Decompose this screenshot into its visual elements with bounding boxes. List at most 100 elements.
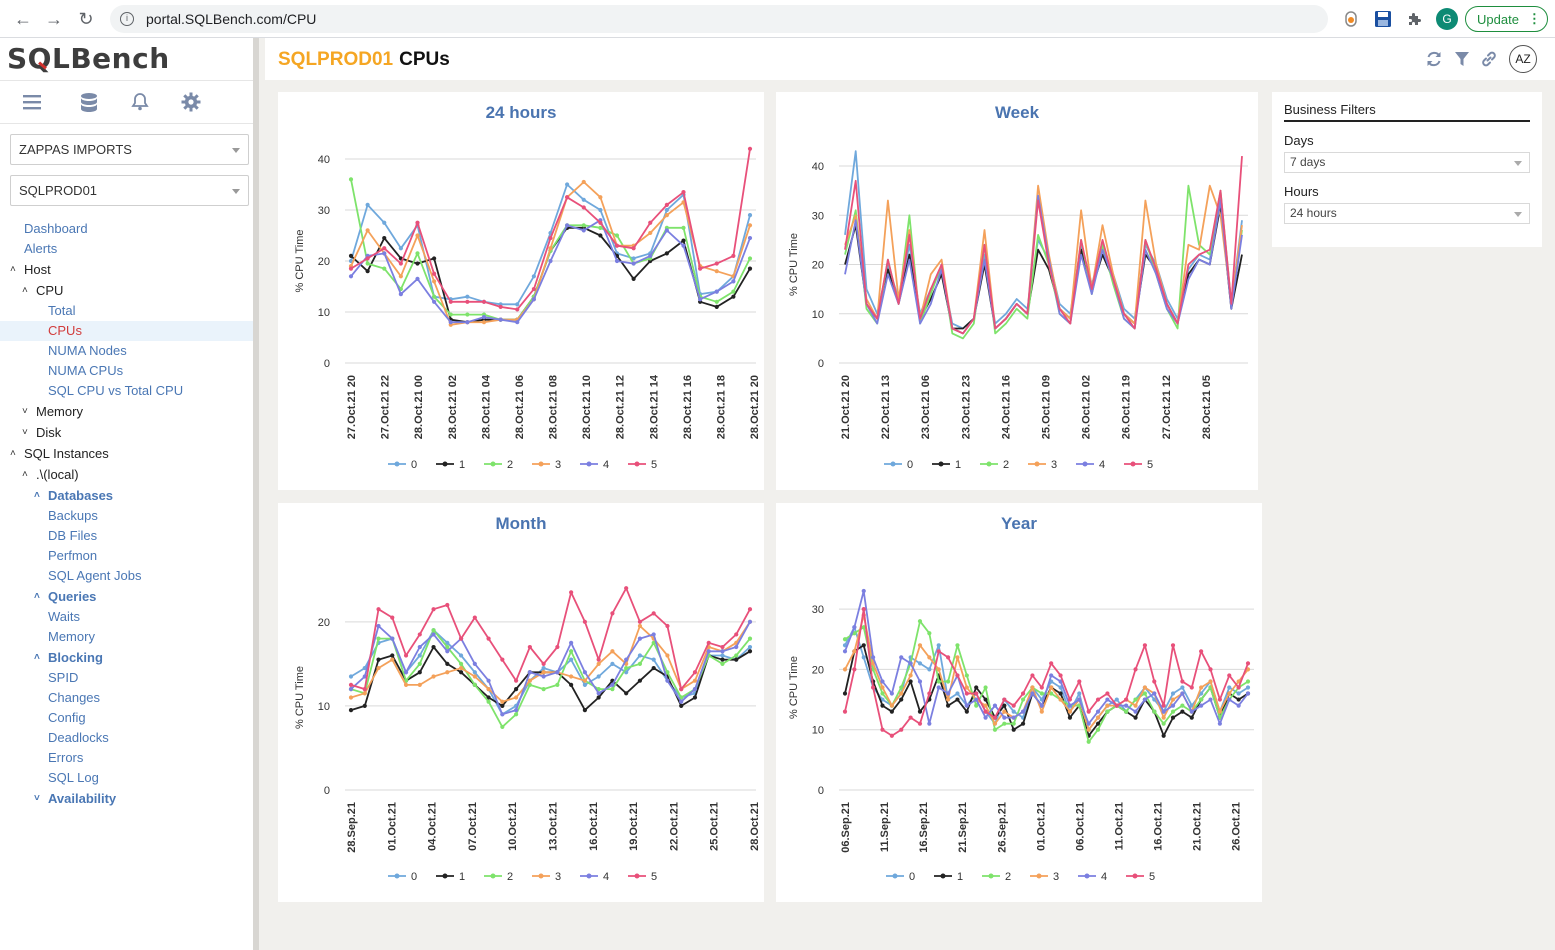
data-point	[500, 712, 505, 717]
y-axis-label: % CPU Time	[294, 230, 306, 293]
save-icon[interactable]	[1372, 8, 1394, 30]
address-bar[interactable]: i portal.SQLBench.com/CPU	[110, 5, 1328, 33]
chevron-up-icon[interactable]: ˄	[22, 285, 28, 296]
tree-item-memory[interactable]: ˅ Memory	[0, 402, 253, 422]
tree-item-spid[interactable]: SPID	[0, 668, 253, 688]
tree-item-label: Backups	[48, 508, 98, 523]
tree-item-local[interactable]: ˄ .\(local)	[0, 465, 253, 485]
tree-item-sql-agent-jobs[interactable]: SQL Agent Jobs	[0, 566, 253, 586]
data-point	[734, 644, 739, 650]
x-tick-label: 28.Oct.21 20	[749, 375, 761, 439]
server-select[interactable]: SQLPROD01	[10, 175, 249, 206]
site-info-icon[interactable]: i	[120, 12, 134, 26]
link-icon[interactable]	[1480, 50, 1498, 68]
data-point	[541, 686, 546, 692]
chevron-down-icon[interactable]: ˅	[22, 427, 28, 438]
tree-item-numa-nodes[interactable]: NUMA Nodes	[0, 341, 253, 361]
data-point	[398, 246, 403, 251]
tree-item-label: Host	[24, 262, 51, 277]
tree-item-blocking[interactable]: ˄ Blocking	[0, 648, 253, 668]
chevron-down-icon[interactable]: ˅	[34, 793, 40, 804]
legend-marker	[1130, 461, 1136, 467]
tree-item-host[interactable]: ˄ Host	[0, 260, 253, 280]
data-point	[548, 258, 553, 264]
tree-item-availability[interactable]: ˅ Availability	[0, 789, 253, 809]
x-tick-label: 26.Sep.21	[996, 802, 1008, 853]
tenant-select[interactable]: ZAPPAS IMPORTS	[10, 134, 249, 165]
data-point	[565, 195, 570, 200]
data-point	[481, 315, 487, 320]
tree-item-changes[interactable]: Changes	[0, 688, 253, 708]
refresh-icon[interactable]	[1425, 50, 1443, 68]
data-point	[1039, 685, 1044, 690]
menu-icon[interactable]	[22, 92, 44, 114]
extensions-puzzle-icon[interactable]	[1403, 8, 1425, 30]
legend-label: 3	[555, 871, 561, 883]
legend-marker	[1082, 461, 1088, 467]
profile-avatar[interactable]: G	[1436, 8, 1458, 30]
days-select[interactable]: 7 days	[1284, 152, 1530, 173]
tree-item-sql-instances[interactable]: ˄ SQL Instances	[0, 444, 253, 464]
update-button[interactable]: Update ⋮	[1465, 6, 1548, 32]
extension-icon[interactable]	[1340, 8, 1362, 30]
tree-item-disk[interactable]: ˅ Disk	[0, 423, 253, 443]
tree-item-queries[interactable]: ˄ Queries	[0, 587, 253, 607]
chevron-up-icon[interactable]: ˄	[34, 490, 40, 501]
data-point	[465, 320, 470, 325]
tree-item-waits[interactable]: Waits	[0, 607, 253, 627]
data-point	[598, 195, 603, 200]
legend-label: 4	[1101, 871, 1107, 883]
tree-item-sql-cpu-vs-total-cpu[interactable]: SQL CPU vs Total CPU	[0, 381, 253, 401]
data-point	[1199, 649, 1204, 654]
forward-icon[interactable]: →	[45, 8, 63, 29]
chevron-up-icon[interactable]: ˄	[34, 652, 40, 663]
data-point	[955, 673, 960, 678]
tree-item-config[interactable]: Config	[0, 708, 253, 728]
series-line-1	[350, 226, 751, 324]
chevron-up-icon[interactable]: ˄	[22, 469, 28, 480]
data-point	[1180, 685, 1185, 690]
tree-item-memory[interactable]: Memory	[0, 627, 253, 647]
filters-divider	[1284, 120, 1530, 122]
data-point	[698, 266, 703, 271]
reload-icon[interactable]: ↻	[78, 8, 94, 29]
chevron-down-icon[interactable]: ˅	[22, 406, 28, 417]
hours-select[interactable]: 24 hours	[1284, 203, 1530, 224]
data-point	[362, 665, 367, 671]
tree-item-numa-cpus[interactable]: NUMA CPUs	[0, 361, 253, 381]
tree-item-sql-log[interactable]: SQL Log	[0, 768, 253, 788]
back-icon[interactable]: ←	[14, 8, 32, 29]
tree-item-perfmon[interactable]: Perfmon	[0, 546, 253, 566]
data-point	[376, 623, 381, 629]
legend-label: 5	[651, 871, 657, 883]
tree-item-db-files[interactable]: DB Files	[0, 526, 253, 546]
tree-item-deadlocks[interactable]: Deadlocks	[0, 728, 253, 748]
tree-item-errors[interactable]: Errors	[0, 748, 253, 768]
tree-item-alerts[interactable]: Alerts	[0, 239, 253, 259]
tree-item-total[interactable]: Total	[0, 301, 253, 321]
tree-item-dashboard[interactable]: Dashboard	[0, 219, 253, 239]
tree-item-backups[interactable]: Backups	[0, 506, 253, 526]
bell-icon[interactable]	[130, 92, 152, 114]
gear-icon[interactable]	[181, 92, 203, 114]
tree-item-cpus[interactable]: CPUs	[0, 321, 253, 341]
chevron-up-icon[interactable]: ˄	[10, 264, 16, 275]
data-point	[398, 261, 403, 266]
chevron-up-icon[interactable]: ˄	[34, 591, 40, 602]
user-avatar[interactable]: AZ	[1509, 45, 1537, 73]
data-point	[376, 607, 381, 612]
data-point	[465, 294, 470, 299]
tree-item-databases[interactable]: ˄ Databases	[0, 486, 253, 506]
page-header: SQLPROD01 CPUs AZ	[265, 38, 1555, 80]
data-point	[665, 653, 670, 658]
filter-icon[interactable]	[1453, 50, 1471, 68]
series-line-3	[844, 614, 1249, 731]
tree-item-cpu[interactable]: ˄ CPU	[0, 281, 253, 301]
data-point	[692, 670, 698, 675]
x-tick-label: 26.Oct.21 02	[1081, 375, 1093, 439]
database-icon[interactable]	[79, 92, 101, 114]
app-logo[interactable]: SQLBench	[7, 42, 170, 75]
chevron-up-icon[interactable]: ˄	[10, 448, 16, 459]
data-point	[955, 655, 960, 660]
legend-marker	[394, 873, 400, 879]
